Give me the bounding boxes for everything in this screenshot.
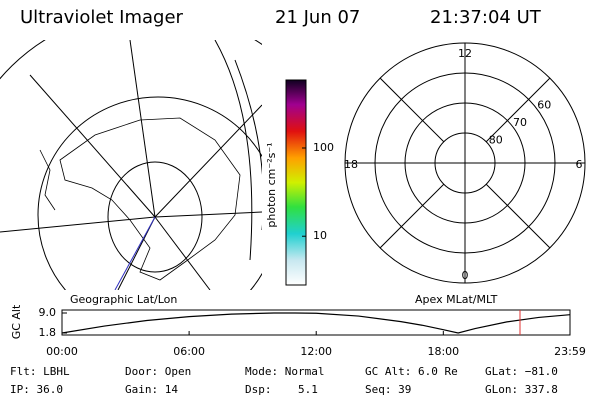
date: 21 Jun 07 [275, 7, 360, 28]
x-tick-label: 23:59 [554, 345, 586, 358]
x-tick-label: 06:00 [173, 345, 205, 358]
lat-label: 80 [489, 134, 503, 147]
colorbar-tick-label: 100 [313, 141, 334, 154]
altitude-line [61, 312, 571, 334]
status-field: IP: 36.0 [10, 383, 63, 396]
left-label: Geographic Lat/Lon [70, 293, 177, 306]
polar-grid [344, 42, 586, 284]
status-field: GC Alt: 6.0 Re [365, 365, 458, 378]
mlt-label: 0 [462, 269, 469, 282]
mlt-line [379, 183, 445, 249]
status-field: Door: Open [125, 365, 191, 378]
mlt-line [485, 183, 551, 249]
status-field: Gain: 14 [125, 383, 178, 396]
mlt-label: 6 [576, 158, 583, 171]
lat-label: 70 [513, 116, 527, 129]
status-field: Seq: 39 [365, 383, 411, 396]
mlt-label: 18 [344, 158, 358, 171]
status-field: GLat: −81.0 [485, 365, 558, 378]
y-tick-label: 1.8 [39, 326, 57, 339]
lat-label: 60 [537, 98, 551, 111]
title: Ultraviolet Imager [20, 7, 184, 28]
mlt-line [485, 77, 551, 143]
y-tick-label: 9.0 [39, 306, 57, 319]
status-field: Mode: Normal [245, 365, 324, 378]
right-label: Apex MLat/MLT [415, 293, 498, 306]
x-tick-label: 18:00 [427, 345, 459, 358]
mlt-label: 12 [458, 47, 472, 60]
colorbar-tick-label: 10 [313, 229, 327, 242]
geo-map [0, 40, 262, 290]
colorbar-label: photon cm⁻²s⁻¹ [265, 142, 278, 227]
time: 21:37:04 UT [430, 7, 542, 28]
x-tick-label: 12:00 [300, 345, 332, 358]
status-field: Flt: LBHL [10, 365, 70, 378]
x-tick-label: 00:00 [46, 345, 78, 358]
status-field: GLon: 337.8 [485, 383, 558, 396]
colorbar [285, 79, 307, 286]
y-axis-label: GC Alt [10, 304, 23, 339]
status-field: Dsp: 5.1 [245, 383, 318, 396]
mlt-line [379, 77, 445, 143]
